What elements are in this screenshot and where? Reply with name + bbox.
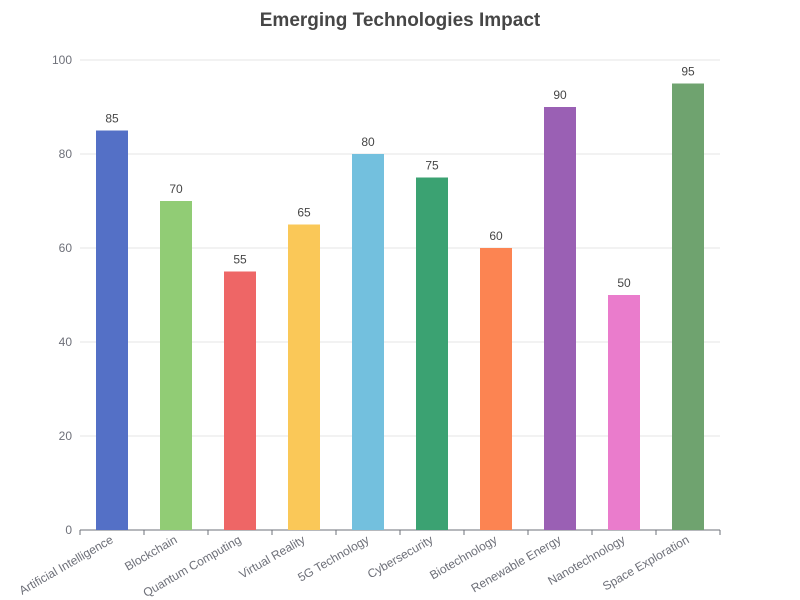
y-tick-label: 40 (59, 335, 73, 349)
data-label: 55 (233, 253, 247, 267)
bar (480, 248, 512, 530)
data-label: 95 (681, 65, 695, 79)
data-label: 90 (553, 88, 567, 102)
chart-title: Emerging Technologies Impact (259, 10, 541, 31)
data-label: 50 (617, 276, 631, 290)
data-label: 60 (489, 229, 503, 243)
x-tick-label: Cybersecurity (365, 532, 436, 581)
data-label: 80 (361, 135, 375, 149)
bar (608, 295, 640, 530)
data-label: 75 (425, 159, 439, 173)
y-tick-label: 80 (59, 147, 73, 161)
y-tick-label: 60 (59, 241, 73, 255)
data-label: 65 (297, 206, 311, 220)
bar (672, 83, 704, 530)
data-label: 70 (169, 182, 183, 196)
x-tick-label: Blockchain (122, 532, 179, 573)
bar (224, 271, 256, 530)
y-tick-label: 0 (65, 523, 72, 537)
x-tick-label: Artificial Intelligence (17, 532, 116, 597)
bar (288, 224, 320, 530)
bar (416, 177, 448, 530)
x-tick-label: 5G Technology (295, 532, 371, 584)
bar (160, 201, 192, 530)
bar (96, 130, 128, 530)
bar (544, 107, 576, 530)
y-tick-label: 20 (59, 429, 73, 443)
data-label: 85 (105, 112, 119, 126)
y-tick-label: 100 (52, 53, 72, 67)
bar (352, 154, 384, 530)
